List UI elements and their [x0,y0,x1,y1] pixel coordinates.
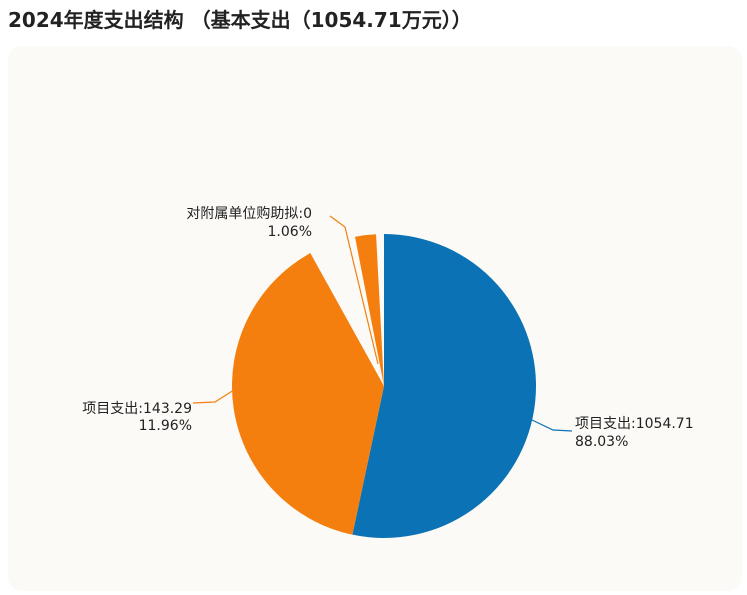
leader-line-project-expense-143 [192,387,238,404]
leader-line-project-expense-1054 [531,419,573,432]
chart-title: 2024年度支出结构 （基本支出（1054.71万元）） [8,8,472,32]
pie-slice-project-expense-1054 [352,234,537,538]
data-label-project-expense-143: 项目支出:143.29 [82,401,192,417]
pie-slice-project-expense-143 [232,253,384,535]
percent-label-project-expense-143: 11.96% [139,418,192,434]
percent-label-project-expense-1054: 88.03% [575,434,628,450]
data-label-project-expense-1054: 项目支出:1054.71 [575,416,694,432]
leader-line-affiliated-unit-subsidy [329,215,379,365]
percent-label-affiliated-unit-subsidy: 1.06% [268,224,312,240]
data-label-affiliated-unit-subsidy: 对附属单位购助拟:0 [186,206,312,222]
pie-slice-affiliated-unit-subsidy [354,234,384,386]
